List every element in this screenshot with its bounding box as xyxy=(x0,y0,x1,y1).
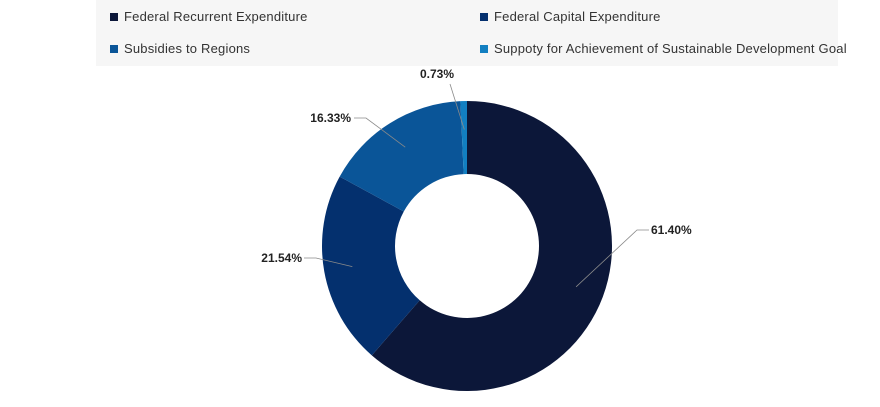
leader-line-subsidies-to-regions xyxy=(354,117,406,148)
legend-item-subsidies[interactable]: Subsidies to Regions xyxy=(110,41,250,56)
legend-label: Suppoty for Achievement of Sustainable D… xyxy=(494,41,847,56)
legend-swatch xyxy=(110,44,118,53)
slice-suppoty-for-achievement-of-sustainable-development-goal[interactable] xyxy=(460,101,467,175)
legend-item-sdg-support[interactable]: Suppoty for Achievement of Sustainable D… xyxy=(480,41,847,56)
leader-line-federal-capital-expenditure xyxy=(304,257,353,267)
chart-legend: Federal Recurrent Expenditure Federal Ca… xyxy=(96,0,847,66)
legend-label: Federal Recurrent Expenditure xyxy=(124,9,308,24)
leader-line-suppoty-for-achievement-of-sustainable-development-goal xyxy=(449,83,465,130)
data-label-subsidies-to-regions: 16.33% xyxy=(310,111,351,125)
slice-subsidies-to-regions[interactable] xyxy=(339,101,464,212)
legend-item-federal-capital[interactable]: Federal Capital Expenditure xyxy=(480,9,661,24)
slice-federal-capital-expenditure[interactable] xyxy=(322,176,420,356)
slice-federal-recurrent-expenditure[interactable] xyxy=(371,101,612,392)
legend-label: Federal Capital Expenditure xyxy=(494,9,661,24)
legend-label: Subsidies to Regions xyxy=(124,41,251,56)
data-label-federal-capital-expenditure: 21.54% xyxy=(261,251,302,265)
legend-swatch xyxy=(110,12,118,21)
legend-swatch xyxy=(480,44,488,53)
legend-swatch xyxy=(480,12,488,21)
data-label-suppoty-for-achievement-of-sustainable-development-goal: 0.73% xyxy=(420,67,454,81)
leader-line-federal-recurrent-expenditure xyxy=(575,229,649,288)
data-label-federal-recurrent-expenditure: 61.40% xyxy=(651,223,692,237)
legend-item-federal-recurrent[interactable]: Federal Recurrent Expenditure xyxy=(110,9,308,24)
